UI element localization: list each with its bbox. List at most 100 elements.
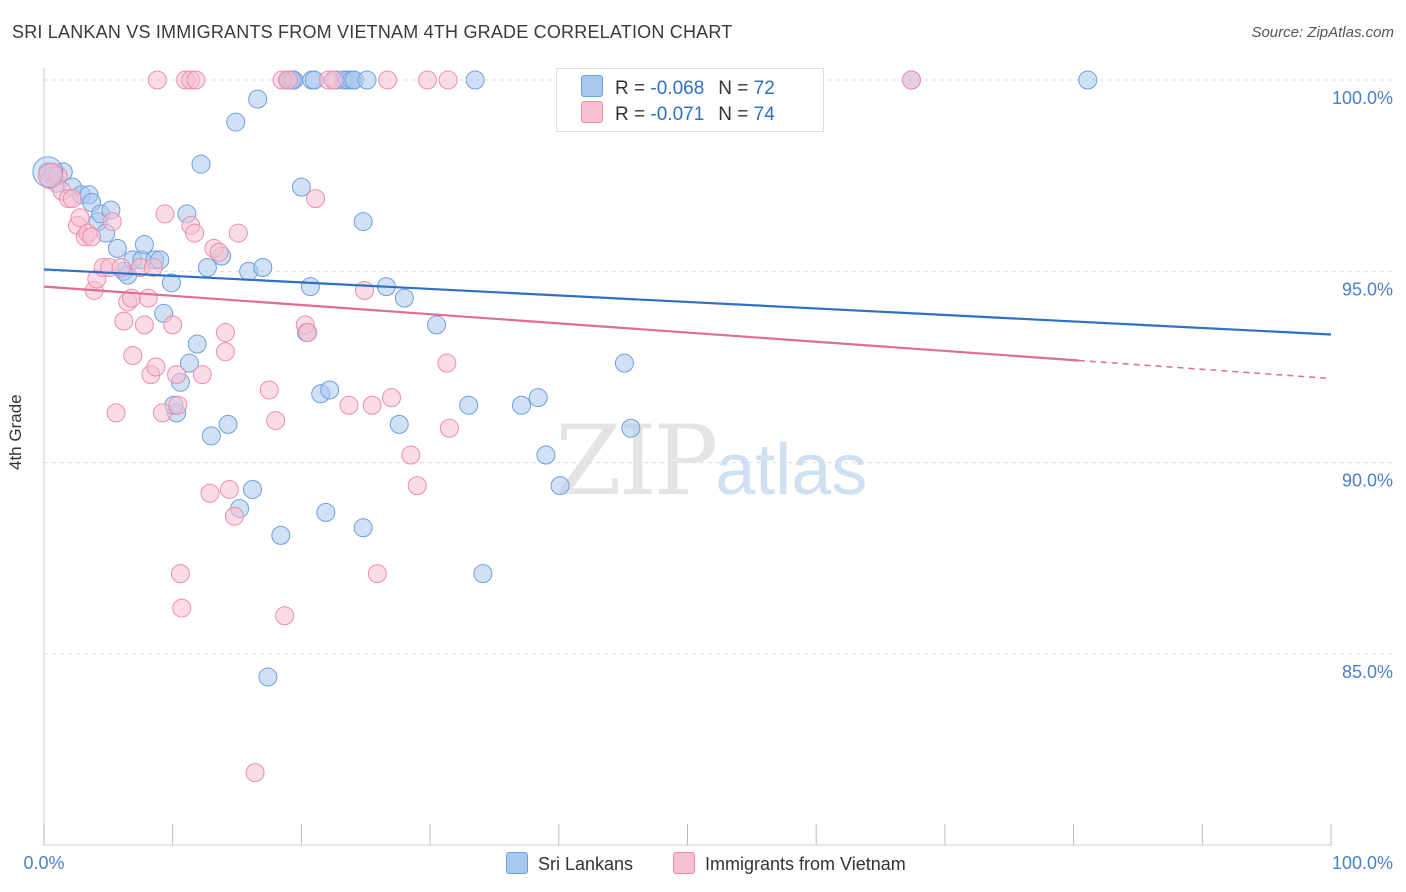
legend-swatch-vietnam: [581, 101, 603, 123]
legend-label: Immigrants from Vietnam: [705, 854, 906, 874]
gridlines: [44, 79, 1392, 655]
data-point: [224, 506, 244, 526]
data-point: [324, 70, 344, 90]
data-point: [82, 227, 102, 247]
data-point: [134, 315, 154, 335]
data-point: [209, 242, 229, 262]
data-point: [163, 315, 183, 335]
data-point: [427, 315, 447, 335]
data-point: [320, 380, 340, 400]
data-point: [226, 112, 246, 132]
data-point: [186, 70, 206, 90]
data-point: [152, 403, 172, 423]
data-point: [228, 223, 248, 243]
data-point: [473, 564, 493, 584]
data-point: [339, 395, 359, 415]
y-tick-label: 100.0%: [1332, 88, 1393, 108]
legend-label: Sri Lankans: [538, 854, 634, 874]
data-point: [438, 70, 458, 90]
data-point: [614, 353, 634, 373]
data-point: [621, 418, 641, 438]
bottom-legend-vietnam[interactable]: Immigrants from Vietnam: [673, 852, 906, 875]
data-point: [138, 288, 158, 308]
data-point: [106, 403, 126, 423]
data-point: [354, 280, 374, 300]
data-point: [219, 479, 239, 499]
data-point: [179, 353, 199, 373]
data-point: [218, 414, 238, 434]
data-point: [197, 258, 217, 278]
legend-r-value: -0.071: [650, 104, 705, 125]
data-point: [114, 311, 134, 331]
data-point: [258, 667, 278, 687]
tick-labels: 100.0% 95.0% 90.0% 85.0% 0.0% 100.0%: [23, 88, 1393, 873]
trend-line-1: [43, 285, 1079, 362]
legend-n-label: N =: [718, 78, 749, 99]
data-point: [170, 564, 190, 584]
legend-r-label: R =: [615, 78, 646, 99]
data-point: [511, 395, 531, 415]
trend-line-0: [43, 268, 1332, 336]
data-point: [378, 70, 398, 90]
data-point: [245, 763, 265, 783]
legend-r-value: -0.068: [650, 78, 705, 99]
data-point: [215, 342, 235, 362]
data-point: [266, 411, 286, 431]
data-point: [367, 564, 387, 584]
data-point: [1078, 70, 1098, 90]
data-point: [191, 154, 211, 174]
data-point: [362, 395, 382, 415]
x-tick-label: 100.0%: [1332, 853, 1393, 873]
y-tick-label: 90.0%: [1342, 471, 1393, 491]
legend-n-label: N =: [718, 104, 749, 125]
data-point: [143, 258, 163, 278]
data-point: [168, 395, 188, 415]
legend-swatch-sri-lankans: [581, 75, 603, 97]
data-point: [172, 598, 192, 618]
data-point: [70, 208, 90, 228]
y-tick-label: 85.0%: [1342, 662, 1393, 682]
data-point: [401, 445, 421, 465]
data-point: [146, 357, 166, 377]
data-point: [300, 277, 320, 297]
data-point: [275, 606, 295, 626]
data-point: [155, 204, 175, 224]
data-point: [528, 388, 548, 408]
legend-r-label: R =: [615, 104, 646, 125]
data-point: [62, 189, 82, 209]
data-point: [185, 223, 205, 243]
axes: [43, 68, 1332, 846]
data-point: [316, 502, 336, 522]
correlation-legend: R = -0.068 N = 72 R = -0.071 N = 74: [556, 68, 824, 132]
data-point: [407, 476, 427, 496]
data-point: [134, 235, 154, 255]
trend-line-extension-1: [1078, 359, 1332, 380]
data-point: [147, 70, 167, 90]
data-point: [200, 483, 220, 503]
data-point: [259, 380, 279, 400]
data-point: [536, 445, 556, 465]
y-tick-label: 95.0%: [1342, 279, 1393, 299]
data-point: [102, 212, 122, 232]
data-point: [418, 70, 438, 90]
data-point: [123, 346, 143, 366]
data-point: [107, 238, 127, 258]
data-point: [389, 414, 409, 434]
source-label: Source: ZipAtlas.com: [1251, 24, 1394, 41]
x-tick-label: 0.0%: [23, 853, 64, 873]
legend-n-value: 74: [753, 104, 775, 125]
data-point: [437, 353, 457, 373]
data-point: [357, 70, 377, 90]
data-point: [353, 212, 373, 232]
data-point: [306, 189, 326, 209]
data-point: [394, 288, 414, 308]
bottom-legend-sri-lankans[interactable]: Sri Lankans: [506, 852, 633, 875]
data-point: [279, 70, 299, 90]
legend-n-value: 72: [753, 78, 775, 99]
data-point: [271, 525, 291, 545]
data-point: [901, 70, 921, 90]
data-point-cluster: [37, 163, 63, 189]
data-point: [381, 388, 401, 408]
data-point: [161, 273, 181, 293]
